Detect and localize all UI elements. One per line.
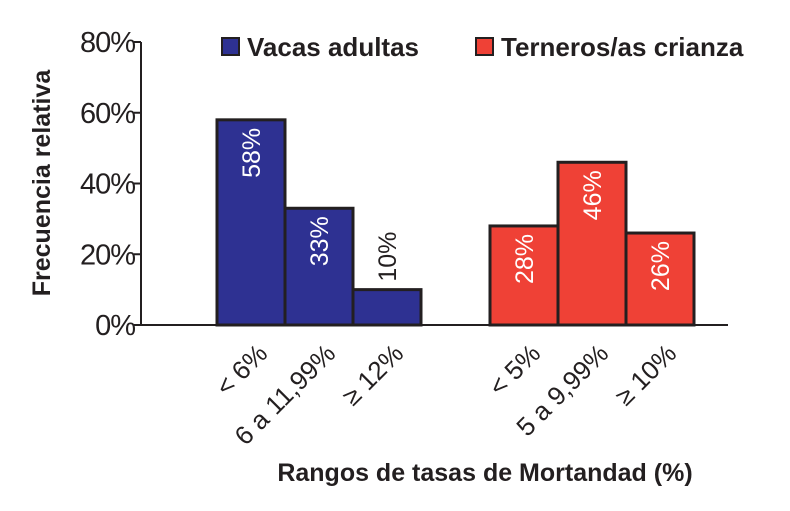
legend: Vacas adultas Terneros/as crianza — [221, 32, 744, 62]
y-tick-label: 40% — [80, 169, 135, 201]
category-label: ≥ 10% — [609, 338, 682, 411]
data-label: 33% — [306, 216, 334, 266]
y-axis-title: Frecuencia relativa — [28, 69, 56, 297]
category-label: < 6% — [210, 338, 274, 402]
legend-swatch — [221, 37, 240, 56]
data-label: 26% — [647, 241, 675, 291]
category-labels: < 6%6 a 11,99%≥ 12% < 5%5 a 9,99%≥ 10% — [210, 338, 683, 451]
y-tick-label: 20% — [80, 239, 135, 271]
legend-swatch — [475, 37, 494, 56]
data-labels: 58% 33% 10% 28% 46% 26% — [238, 128, 675, 291]
bar — [556, 160, 628, 327]
bar — [488, 224, 560, 327]
data-label: 46% — [579, 170, 607, 220]
legend-label: Terneros/as crianza — [501, 32, 744, 62]
y-axis: 0% 20% 40% 60% 80% — [80, 27, 728, 342]
legend-label: Vacas adultas — [247, 32, 419, 62]
y-tick-label: 0% — [95, 310, 135, 342]
category-label: ≥ 12% — [336, 338, 409, 411]
bar — [351, 288, 423, 327]
data-label: 10% — [374, 232, 402, 282]
bars — [215, 118, 696, 327]
bar — [215, 118, 287, 327]
category-label: < 5% — [483, 338, 547, 402]
data-label: 58% — [238, 128, 266, 178]
data-label: 28% — [511, 234, 539, 284]
y-tick-label: 60% — [80, 98, 135, 130]
y-tick-label: 80% — [80, 27, 135, 59]
bar — [624, 231, 696, 327]
bar — [283, 206, 355, 327]
x-axis-title: Rangos de tasas de Mortandad (%) — [277, 459, 692, 487]
